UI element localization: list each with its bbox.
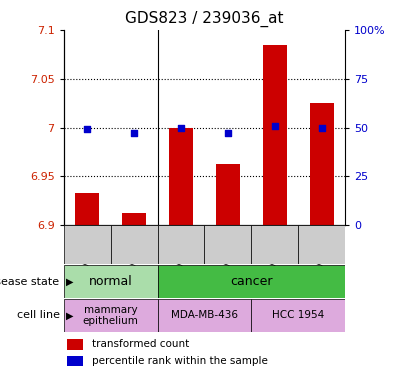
Bar [216,164,240,225]
Bar [263,45,286,225]
Text: percentile rank within the sample: percentile rank within the sample [92,356,268,366]
FancyBboxPatch shape [111,225,157,264]
FancyBboxPatch shape [157,225,205,264]
Text: mammary
epithelium: mammary epithelium [83,304,139,326]
Bar [122,213,146,225]
Text: normal: normal [89,275,132,288]
Text: HCC 1954: HCC 1954 [272,310,324,320]
FancyBboxPatch shape [157,265,345,298]
FancyBboxPatch shape [252,299,345,332]
FancyBboxPatch shape [298,225,345,264]
Text: ▶: ▶ [66,310,73,320]
Text: ▶: ▶ [66,277,73,286]
Text: MDA-MB-436: MDA-MB-436 [171,310,238,320]
FancyBboxPatch shape [205,225,252,264]
FancyBboxPatch shape [64,225,111,264]
Bar [169,128,193,225]
Text: disease state: disease state [0,277,60,286]
Point [272,123,278,129]
Title: GDS823 / 239036_at: GDS823 / 239036_at [125,11,284,27]
Point [319,124,325,130]
Bar [67,356,83,366]
Point [178,124,184,130]
Text: transformed count: transformed count [92,339,189,349]
Point [131,130,137,136]
Point [225,130,231,136]
FancyBboxPatch shape [64,265,157,298]
Bar [310,103,333,225]
FancyBboxPatch shape [64,299,157,332]
Point [84,126,90,132]
Bar [67,339,83,350]
Text: cancer: cancer [230,275,272,288]
FancyBboxPatch shape [157,299,252,332]
Bar [76,193,99,225]
Text: cell line: cell line [16,310,60,320]
FancyBboxPatch shape [252,225,298,264]
